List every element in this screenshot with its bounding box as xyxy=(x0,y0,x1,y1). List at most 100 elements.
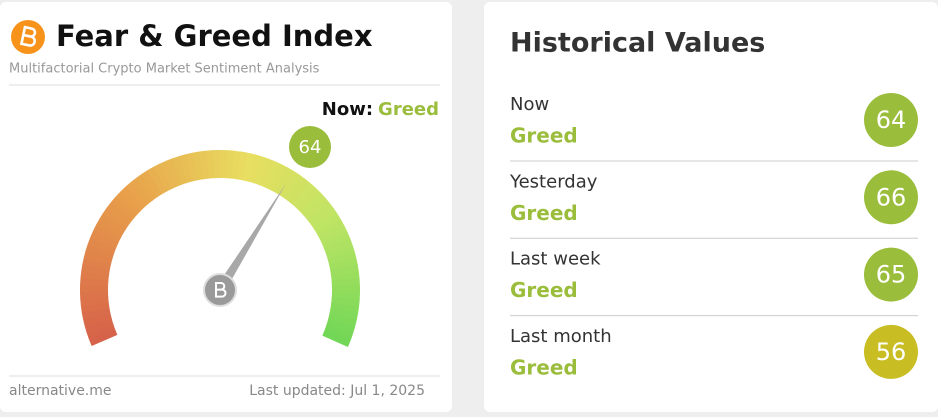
gauge-arc xyxy=(102,206,130,229)
row-value-circle xyxy=(864,247,918,302)
row-class: Greed xyxy=(510,355,578,379)
row-value-circle xyxy=(864,170,918,225)
gauge-arc xyxy=(85,243,115,259)
hub-logo xyxy=(215,282,227,298)
gauge-arc xyxy=(86,323,116,340)
row-value-circle xyxy=(864,324,918,379)
gauge-arc xyxy=(231,150,242,180)
gauge-arc xyxy=(287,178,311,205)
gauge-arc xyxy=(83,250,113,265)
gauge-arc xyxy=(331,285,360,294)
gauge-arc xyxy=(322,329,351,347)
gauge-arc xyxy=(303,196,330,221)
gauge-arc xyxy=(88,328,118,347)
gauge-arc xyxy=(82,256,112,270)
row-class: Greed xyxy=(510,124,578,148)
right-card xyxy=(484,2,938,412)
gauge-arc xyxy=(172,155,188,185)
gauge-arc xyxy=(92,224,122,244)
gauge-arc xyxy=(242,152,256,182)
row-class: Greed xyxy=(510,201,578,225)
gauge-arc xyxy=(135,173,158,201)
gauge-arc xyxy=(80,290,109,300)
row-value: 56 xyxy=(876,338,907,366)
gauge-arc xyxy=(111,196,137,220)
title: Fear & Greed Index xyxy=(56,19,373,53)
row-value: 65 xyxy=(876,261,907,289)
value-bubble xyxy=(289,126,331,168)
gauge-arc xyxy=(310,207,338,230)
now-label: Now: xyxy=(322,99,373,120)
gauge-arc xyxy=(159,160,178,189)
gauge-arc xyxy=(326,319,356,335)
gauge-arc xyxy=(331,297,360,308)
gauge-arc xyxy=(258,158,276,188)
now-class: Greed xyxy=(378,99,439,120)
gauge-arc xyxy=(95,218,124,239)
gauge-arc xyxy=(313,213,342,235)
gauge-arc xyxy=(307,202,334,225)
gauge-arc xyxy=(90,230,119,249)
row-class: Greed xyxy=(510,278,578,302)
row-label: Now xyxy=(510,94,549,115)
gauge-arc xyxy=(328,257,358,271)
gauge-arc xyxy=(165,157,183,187)
gauge-arc xyxy=(99,212,127,234)
row-label: Yesterday xyxy=(509,171,598,192)
gauge-arc xyxy=(321,231,351,250)
gauge-arc xyxy=(252,156,269,185)
gauge-arc xyxy=(81,307,111,320)
footer-source: alternative.me xyxy=(9,383,112,399)
gauge-arc xyxy=(247,154,263,184)
gauge-arc xyxy=(84,318,114,334)
gauge-arc xyxy=(147,166,168,195)
gauge-arc xyxy=(268,163,288,192)
gauge-arc xyxy=(324,324,354,341)
gauge-arc xyxy=(87,236,117,254)
gauge-arc xyxy=(299,191,326,217)
now-status: Now: Greed xyxy=(322,99,439,120)
gauge-arc xyxy=(81,263,111,276)
gauge-arc xyxy=(115,191,141,216)
gauge-arc xyxy=(125,181,150,208)
gauge-arc xyxy=(295,186,321,213)
gauge-arc xyxy=(319,225,348,244)
gauge-arc xyxy=(80,270,110,281)
gauge: 64 xyxy=(80,126,360,347)
gauge-arc xyxy=(141,169,163,198)
gauge-arc xyxy=(278,170,300,198)
gauge-arc xyxy=(282,174,305,201)
gauge-arc xyxy=(316,219,345,239)
gauge-arc xyxy=(178,154,194,183)
row-value: 66 xyxy=(876,183,907,211)
gauge-arc xyxy=(213,149,222,179)
gauge-arc xyxy=(236,151,249,181)
gauge-arc xyxy=(80,284,109,293)
gauge-arc xyxy=(331,278,360,287)
gauge-arc xyxy=(130,177,154,204)
gauge-arc xyxy=(82,312,112,327)
gauge-arc xyxy=(291,182,316,209)
subtitle: Multifactorial Crypto Market Sentiment A… xyxy=(9,62,320,77)
gauge-arc xyxy=(327,313,357,328)
gauge-arc xyxy=(263,160,282,190)
row-label: Last week xyxy=(510,249,601,270)
gauge-arc xyxy=(325,244,355,260)
gauge-arc xyxy=(80,296,109,306)
gauge-arc xyxy=(206,150,216,179)
row-value: 64 xyxy=(876,106,907,134)
gauge-arc xyxy=(327,251,357,266)
gauge-arc xyxy=(185,152,199,182)
row-label: Last month xyxy=(510,326,612,347)
row-value-circle xyxy=(864,93,918,147)
gauge-arc xyxy=(330,302,360,314)
footer-updated: Last updated: Jul 1, 2025 xyxy=(249,383,425,399)
gauge-arc xyxy=(153,163,173,192)
value-label: 64 xyxy=(299,137,322,158)
gauge-arc xyxy=(273,166,294,195)
history-title: Historical Values xyxy=(510,28,765,59)
gauge-arc xyxy=(323,237,353,255)
history-rows: Now Greed 64 Yesterday Greed 66 Last week Greed… xyxy=(509,93,918,379)
